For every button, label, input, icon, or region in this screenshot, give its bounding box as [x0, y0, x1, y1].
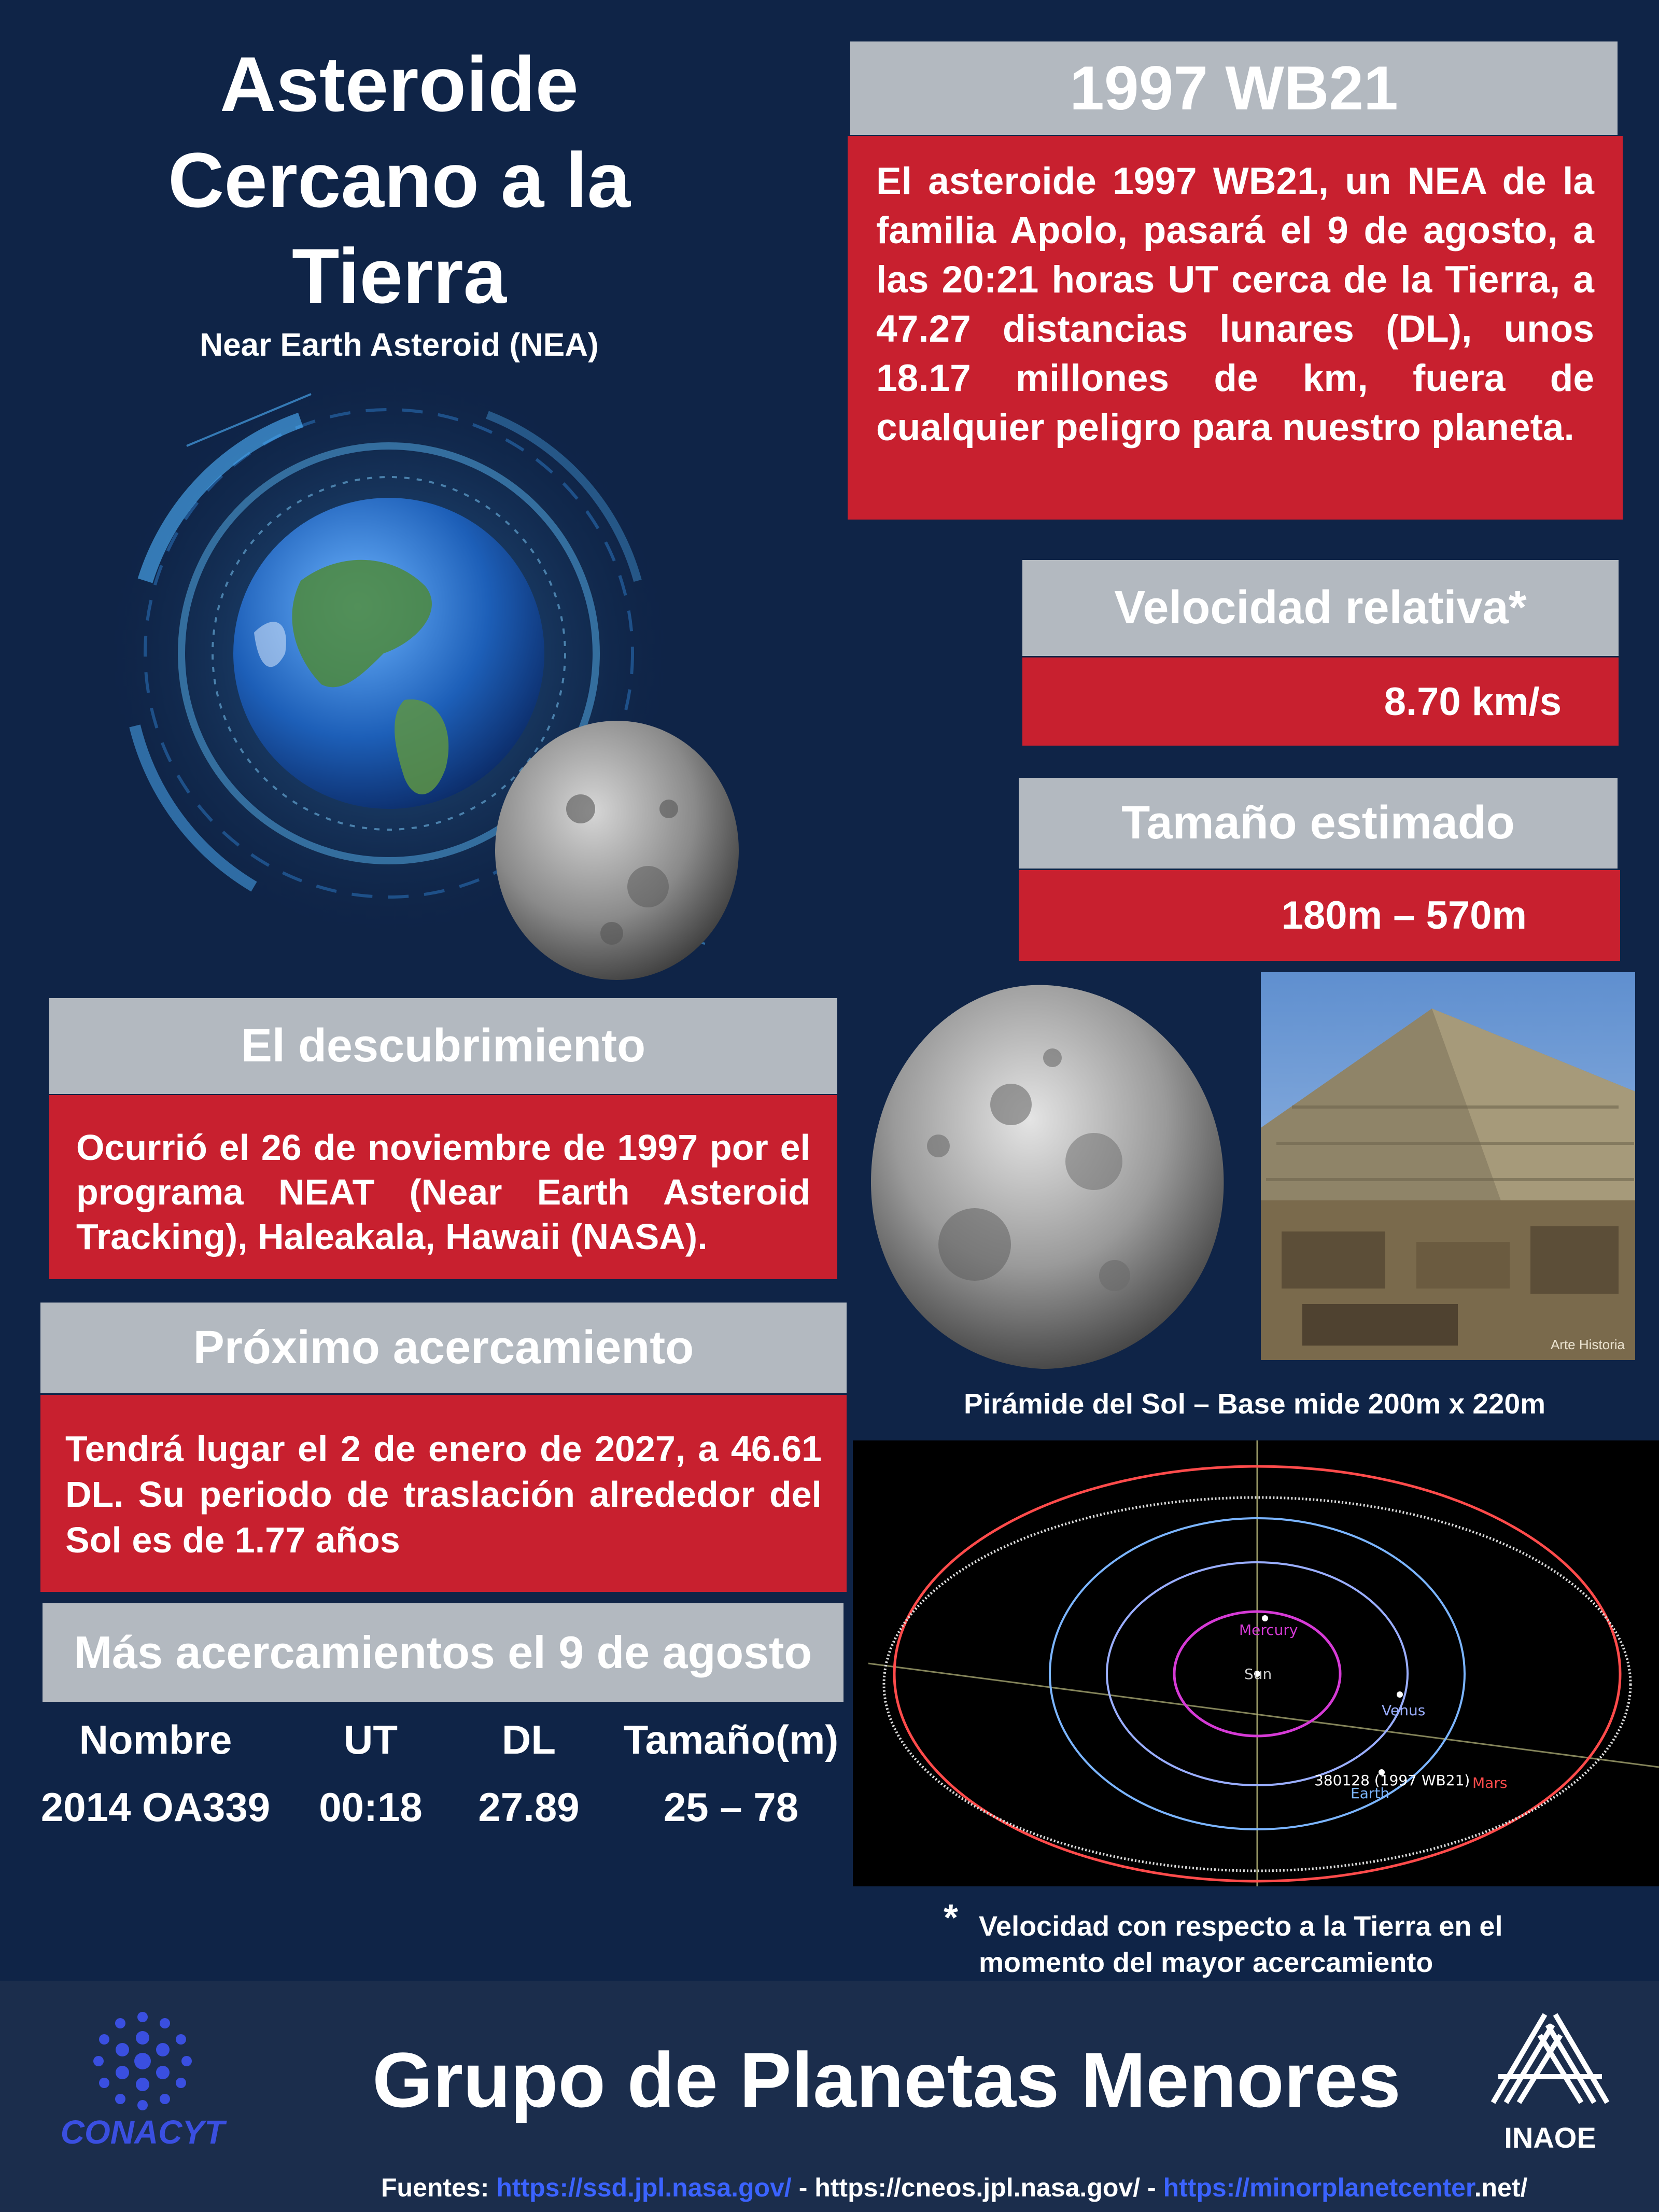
footnote-mark: *: [944, 1897, 959, 1939]
orbit-label-mars: Mars: [1472, 1774, 1507, 1791]
pyramid-caption: Pirámide del Sol – Base mide 200m x 220m: [964, 1388, 1545, 1420]
source-link-mpc[interactable]: https://minorplanetcenter: [1163, 2173, 1474, 2202]
table-cell-name: 2014 OA339: [40, 1784, 271, 1830]
sources-label: Fuentes:: [381, 2173, 489, 2202]
asteroid-description: El asteroide 1997 WB21, un NEA de la fam…: [848, 136, 1623, 520]
asteroid-small: [495, 721, 739, 980]
asteroid-name-header: 1997 WB21: [850, 41, 1618, 135]
page-title: Asteroide Cercano a la Tierra: [167, 40, 631, 319]
table-header-ut: UT: [344, 1717, 398, 1762]
velocity-value: 8.70 km/s: [1022, 657, 1619, 746]
sources-line: Fuentes: https://ssd.jpl.nasa.gov/ - htt…: [381, 2173, 1527, 2203]
discovery-header: El descubrimiento: [49, 998, 837, 1094]
pyramid-watermark: Arte Historia: [1550, 1337, 1625, 1352]
velocity-header: Velocidad relativa*: [1022, 560, 1619, 656]
table-cell-dl: 27.89: [478, 1784, 580, 1830]
footnote-text: Velocidad con respecto a la Tierra en el…: [979, 1911, 1503, 1978]
source-link-mpc-suffix: .net/: [1474, 2173, 1528, 2202]
earth-hud-illustration: [99, 363, 739, 980]
orbit-diagram: Mercury Sun Venus 380128 (1997 WB21) Ear…: [853, 1440, 1659, 1886]
inaoe-logo-text: INAOE: [1504, 2121, 1596, 2154]
next-approach-text: Tendrá lugar el 2 de enero de 2027, a 46…: [40, 1395, 847, 1592]
conacyt-logo-icon: [93, 2012, 192, 2110]
footer: CONACYT Grupo de Planetas Menores INAOE …: [0, 1981, 1659, 2212]
inaoe-logo-icon: [1491, 2013, 1610, 2104]
table-header-dl: DL: [502, 1717, 556, 1762]
next-approach-header: Próximo acercamiento: [40, 1303, 847, 1393]
group-name: Grupo de Planetas Menores: [372, 2036, 1401, 2123]
page-subtitle: Near Earth Asteroid (NEA): [200, 327, 599, 363]
table-header-name: Nombre: [79, 1717, 232, 1762]
table-header-size: Tamaño(m): [623, 1717, 839, 1762]
more-approaches-header: Más acercamientos el 9 de agosto: [43, 1603, 843, 1702]
orbit-label-earth: Earth: [1351, 1785, 1389, 1802]
table-cell-ut: 00:18: [319, 1784, 423, 1830]
table-cell-size: 25 – 78: [663, 1784, 799, 1830]
size-header: Tamaño estimado: [1019, 778, 1618, 869]
asteroid-large-image: [871, 985, 1224, 1369]
orbit-label-sun: Sun: [1244, 1665, 1272, 1683]
discovery-text: Ocurrió el 26 de noviembre de 1997 por e…: [49, 1095, 837, 1279]
orbit-label-venus: Venus: [1382, 1702, 1425, 1719]
size-value: 180m – 570m: [1019, 870, 1620, 961]
source-cneos: - https://cneos.jpl.nasa.gov/ -: [791, 2173, 1163, 2202]
orbit-label-mercury: Mercury: [1239, 1621, 1298, 1639]
orbit-label-asteroid: 380128 (1997 WB21): [1314, 1772, 1470, 1789]
conacyt-logo-text: CONACYT: [60, 2113, 225, 2151]
pyramid-photo: Arte Historia: [1261, 972, 1635, 1360]
source-link-ssd[interactable]: https://ssd.jpl.nasa.gov/: [496, 2173, 792, 2202]
